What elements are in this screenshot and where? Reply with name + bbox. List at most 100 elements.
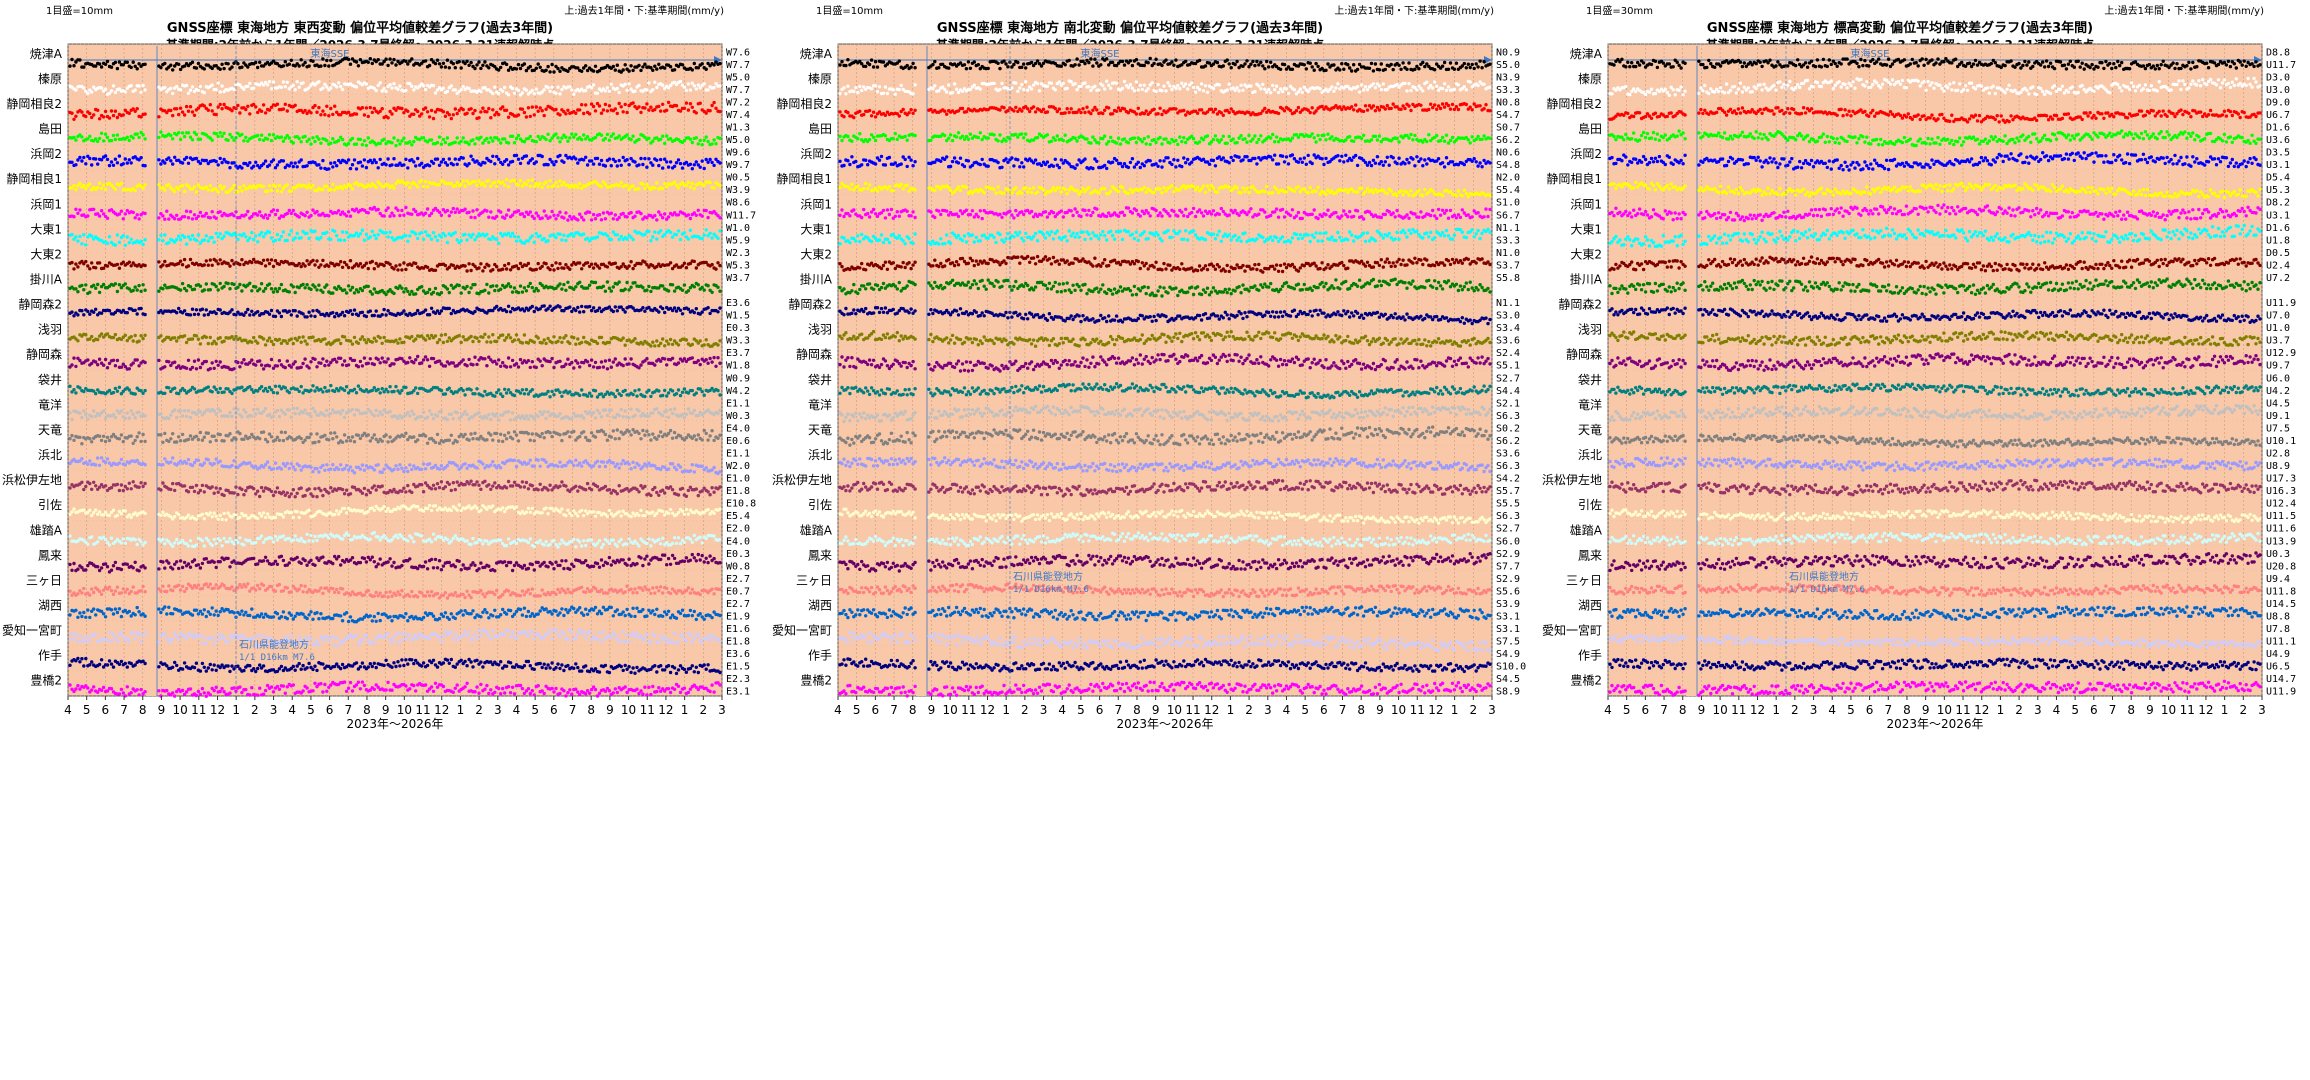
data-point bbox=[522, 333, 527, 337]
data-point bbox=[111, 335, 116, 340]
data-point bbox=[321, 187, 325, 192]
data-point bbox=[425, 415, 430, 419]
data-point bbox=[210, 361, 214, 365]
data-point bbox=[246, 163, 250, 168]
data-point bbox=[637, 83, 641, 88]
data-point bbox=[180, 131, 185, 135]
data-point bbox=[558, 390, 562, 394]
data-point bbox=[208, 367, 212, 371]
data-point bbox=[250, 230, 254, 235]
data-point bbox=[340, 408, 345, 413]
data-point bbox=[524, 289, 529, 293]
data-point bbox=[346, 110, 351, 115]
data-point bbox=[70, 57, 74, 62]
data-point bbox=[572, 135, 576, 139]
data-point bbox=[273, 314, 278, 319]
data-point bbox=[688, 162, 693, 166]
data-point bbox=[558, 305, 562, 309]
data-point bbox=[499, 141, 503, 145]
data-point bbox=[299, 58, 303, 62]
data-point bbox=[327, 114, 331, 118]
data-point bbox=[479, 89, 483, 94]
data-point bbox=[321, 390, 325, 394]
data-point bbox=[360, 335, 365, 339]
data-point bbox=[202, 238, 206, 242]
data-point bbox=[329, 58, 333, 63]
data-point bbox=[684, 160, 689, 165]
data-point bbox=[497, 68, 501, 72]
data-point bbox=[655, 85, 659, 90]
data-point bbox=[546, 85, 550, 90]
data-point bbox=[303, 264, 307, 268]
data-point bbox=[437, 359, 442, 363]
data-point bbox=[627, 69, 631, 73]
data-point bbox=[139, 334, 143, 338]
data-point bbox=[686, 407, 691, 411]
data-point bbox=[506, 163, 511, 167]
data-point bbox=[718, 61, 722, 66]
data-point bbox=[182, 215, 187, 219]
data-point bbox=[376, 233, 380, 237]
data-point bbox=[228, 410, 232, 415]
data-point bbox=[718, 184, 722, 188]
data-point bbox=[258, 287, 262, 291]
data-point bbox=[542, 88, 546, 92]
data-point bbox=[613, 213, 617, 217]
data-point bbox=[74, 287, 78, 291]
data-point bbox=[526, 161, 531, 165]
data-point bbox=[309, 111, 313, 115]
data-point bbox=[113, 109, 118, 113]
data-point bbox=[141, 283, 145, 287]
data-point bbox=[499, 65, 503, 70]
data-point bbox=[356, 384, 361, 388]
data-point bbox=[659, 137, 663, 141]
data-point bbox=[311, 208, 315, 212]
data-point bbox=[113, 137, 118, 142]
data-point bbox=[550, 62, 554, 67]
data-point bbox=[180, 161, 185, 165]
data-point bbox=[240, 415, 244, 419]
data-point bbox=[271, 208, 276, 212]
data-point bbox=[718, 161, 722, 165]
data-point bbox=[210, 235, 214, 240]
data-point bbox=[291, 285, 295, 289]
data-point bbox=[421, 237, 426, 241]
data-point bbox=[202, 288, 206, 292]
data-point bbox=[184, 155, 189, 160]
data-point bbox=[86, 214, 90, 218]
data-point bbox=[645, 165, 649, 169]
data-point bbox=[121, 439, 126, 444]
data-point bbox=[593, 180, 598, 184]
data-point bbox=[548, 70, 552, 74]
data-point bbox=[175, 107, 179, 111]
data-point bbox=[321, 357, 325, 361]
data-point bbox=[325, 283, 329, 287]
data-point bbox=[441, 61, 446, 65]
data-point bbox=[117, 437, 122, 441]
data-point bbox=[510, 86, 515, 91]
data-point bbox=[137, 410, 141, 414]
data-point bbox=[560, 340, 564, 344]
data-point bbox=[331, 311, 335, 315]
data-point bbox=[105, 135, 110, 140]
data-point bbox=[605, 280, 610, 284]
data-point bbox=[686, 108, 691, 112]
data-point bbox=[277, 337, 282, 342]
data-point bbox=[510, 358, 515, 363]
data-point bbox=[329, 383, 333, 388]
data-point bbox=[661, 284, 665, 288]
data-point bbox=[479, 163, 483, 167]
data-point bbox=[346, 363, 351, 367]
data-point bbox=[625, 183, 629, 187]
data-point bbox=[455, 136, 459, 140]
data-point bbox=[366, 136, 370, 140]
data-point bbox=[580, 267, 584, 271]
data-point bbox=[404, 88, 408, 93]
data-point bbox=[708, 157, 712, 162]
data-point bbox=[477, 411, 481, 415]
data-point bbox=[443, 234, 448, 238]
data-point bbox=[582, 335, 586, 340]
data-point bbox=[364, 340, 369, 345]
data-point bbox=[607, 89, 612, 93]
data-point bbox=[344, 230, 349, 235]
